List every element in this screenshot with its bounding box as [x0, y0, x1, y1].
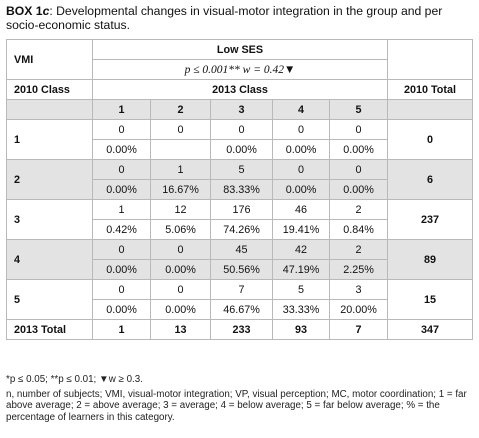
percent-cell: 50.56%	[210, 259, 273, 280]
column-header: 3	[210, 99, 273, 120]
count-cell: 0	[150, 119, 211, 140]
box-label: BOX 1c	[6, 4, 50, 18]
corner-empty	[387, 39, 473, 80]
row-total: 6	[387, 159, 473, 200]
grand-total: 347	[387, 319, 473, 340]
column-total: 1	[92, 319, 151, 340]
vmi-header: VMI	[6, 39, 93, 80]
row-label: 2	[6, 159, 93, 200]
percent-cell: 0.00%	[272, 179, 330, 200]
row-total: 89	[387, 239, 473, 280]
column-total: 13	[150, 319, 211, 340]
row-total: 0	[387, 119, 473, 160]
row-total: 15	[387, 279, 473, 320]
count-cell: 12	[150, 199, 211, 220]
percent-cell: 33.33%	[272, 299, 330, 320]
count-cell: 0	[92, 119, 151, 140]
row-label: 5	[6, 279, 93, 320]
count-cell: 3	[329, 279, 388, 300]
percent-cell: 0.00%	[92, 299, 151, 320]
column-header: 4	[272, 99, 330, 120]
percent-cell: 5.06%	[150, 219, 211, 240]
count-cell: 45	[210, 239, 273, 260]
percent-cell: 0.00%	[150, 299, 211, 320]
count-cell: 0	[92, 239, 151, 260]
percent-cell: 2.25%	[329, 259, 388, 280]
percent-cell: 0.00%	[92, 259, 151, 280]
row-label: 3	[6, 199, 93, 240]
column-total: 233	[210, 319, 273, 340]
column-header-empty	[387, 99, 473, 120]
percent-cell: 0.84%	[329, 219, 388, 240]
count-cell: 0	[92, 159, 151, 180]
table-notes: *p ≤ 0.05; **p ≤ 0.01; ▼w ≥ 0.3. n, numb…	[6, 374, 476, 423]
class-2010-header: 2010 Class	[6, 79, 93, 100]
column-header-empty	[6, 99, 93, 120]
count-cell: 5	[210, 159, 273, 180]
count-cell: 0	[329, 119, 388, 140]
percent-cell: 0.00%	[150, 259, 211, 280]
significance-note: *p ≤ 0.05; **p ≤ 0.01; ▼w ≥ 0.3.	[6, 374, 143, 385]
percent-cell: 0.00%	[329, 179, 388, 200]
count-cell: 5	[272, 279, 330, 300]
stats-text: p ≤ 0.001** w = 0.42▼	[184, 63, 296, 76]
percent-cell: 0.00%	[210, 139, 273, 160]
vmi-table: VMI Low SES p ≤ 0.001** w = 0.42▼ 2010 C…	[6, 39, 473, 340]
row-label: 4	[6, 239, 93, 280]
box-title: BOX 1c: Developmental changes in visual-…	[6, 4, 474, 32]
column-total: 7	[329, 319, 388, 340]
row-total: 237	[387, 199, 473, 240]
percent-cell: 0.00%	[92, 179, 151, 200]
low-ses-header: Low SES	[92, 39, 388, 60]
column-header: 1	[92, 99, 151, 120]
count-cell: 0	[272, 119, 330, 140]
count-cell: 0	[150, 239, 211, 260]
percent-cell: 46.67%	[210, 299, 273, 320]
column-header: 2	[150, 99, 211, 120]
stats-header: p ≤ 0.001** w = 0.42▼	[92, 59, 388, 80]
percent-cell: 83.33%	[210, 179, 273, 200]
percent-cell: 74.26%	[210, 219, 273, 240]
percent-cell: 0.00%	[329, 139, 388, 160]
total-row-label: 2013 Total	[6, 319, 93, 340]
count-cell: 7	[210, 279, 273, 300]
box-title-text: : Developmental changes in visual-motor …	[6, 4, 443, 32]
count-cell: 0	[329, 159, 388, 180]
count-cell: 1	[150, 159, 211, 180]
count-cell: 1	[92, 199, 151, 220]
percent-cell: 20.00%	[329, 299, 388, 320]
count-cell: 2	[329, 199, 388, 220]
percent-cell	[150, 139, 211, 160]
percent-cell: 16.67%	[150, 179, 211, 200]
count-cell: 176	[210, 199, 273, 220]
class-2013-header: 2013 Class	[92, 79, 388, 100]
column-total: 93	[272, 319, 330, 340]
percent-cell: 0.42%	[92, 219, 151, 240]
percent-cell: 19.41%	[272, 219, 330, 240]
count-cell: 2	[329, 239, 388, 260]
count-cell: 0	[210, 119, 273, 140]
percent-cell: 0.00%	[272, 139, 330, 160]
legend-note: n, number of subjects; VMI, visual-motor…	[6, 388, 467, 423]
count-cell: 0	[150, 279, 211, 300]
count-cell: 0	[272, 159, 330, 180]
total-2010-header: 2010 Total	[387, 79, 473, 100]
count-cell: 46	[272, 199, 330, 220]
percent-cell: 47.19%	[272, 259, 330, 280]
row-label: 1	[6, 119, 93, 160]
count-cell: 42	[272, 239, 330, 260]
count-cell: 0	[92, 279, 151, 300]
percent-cell: 0.00%	[92, 139, 151, 160]
column-header: 5	[329, 99, 388, 120]
